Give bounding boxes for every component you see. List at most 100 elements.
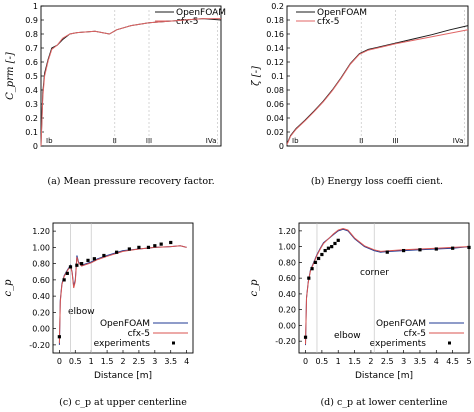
annotation-c-elbow: elbow [68, 307, 95, 317]
xtick-label-c: 1.5 [101, 357, 114, 366]
xlabel-c: Distance [m] [94, 371, 152, 381]
ytick-label-d: -0.20 [275, 337, 296, 346]
section-label-a: IVa [206, 137, 217, 145]
experiment-point-d [434, 247, 438, 251]
experiment-point-d [467, 245, 471, 250]
xlabel-d: Distance [m] [355, 371, 413, 381]
legend-a-label-cfx5: cfx-5 [176, 17, 198, 27]
experiment-point-c [137, 245, 141, 249]
ytick-label-c: 0.80 [32, 260, 50, 269]
legend-a: OpenFOAM cfx-5 [155, 8, 226, 27]
experiment-point-c [169, 240, 173, 245]
section-label-b: Ib [292, 137, 299, 145]
xtick-label-d: 2 [368, 357, 373, 366]
xtick-label-c: 2 [120, 357, 125, 366]
ytick-label-a: 0.5 [25, 72, 38, 81]
xtick-label-c: 0.5 [69, 357, 82, 366]
ytick-label-b: 0.1 [271, 72, 284, 81]
ytick-label-c: 0.20 [32, 308, 50, 317]
experiment-point-c [80, 262, 84, 266]
legend-d-label-cfx5: cfx-5 [404, 329, 426, 339]
ytick-label-d: 0.80 [278, 258, 296, 267]
ytick-label-a: 0.6 [25, 58, 38, 67]
experiment-point-c [68, 265, 73, 269]
section-label-b: IVa [453, 137, 464, 145]
xtick-label-c: 3 [152, 357, 157, 366]
ytick-label-b: 0.04 [266, 114, 284, 123]
ylabel-c: c_p [3, 279, 14, 297]
experiment-point-d [326, 246, 331, 250]
ytick-label-b: 0.12 [266, 58, 284, 67]
ytick-label-b: 0.08 [266, 86, 284, 95]
ytick-label-d: 0.00 [278, 321, 296, 330]
caption-b: (b) Energy loss coeffi cient. [311, 176, 443, 187]
legend-b-label-cfx5: cfx-5 [317, 17, 339, 27]
ytick-label-b: 0 [279, 142, 284, 151]
ytick-label-d: 0.20 [278, 306, 296, 315]
ytick-label-a: 0.1 [25, 128, 38, 137]
panel-d-frame [298, 222, 470, 354]
experiment-point-c [65, 271, 69, 275]
ytick-label-c: 1.00 [32, 243, 50, 252]
ylabel-d: c_p [249, 279, 260, 297]
ytick-label-c: -0.20 [29, 341, 50, 350]
panel-a-frame [40, 5, 222, 147]
series-line-a-openfoam [40, 18, 222, 147]
experiment-point-d [402, 248, 406, 253]
legend-c: OpenFOAM cfx-5 experiments [94, 319, 188, 349]
series-line-c-openfoam [58, 245, 187, 345]
ytick-label-b: 0.02 [266, 128, 284, 137]
legend-d: OpenFOAM cfx-5 experiments [370, 319, 464, 349]
ytick-label-b: 0.18 [266, 16, 284, 25]
series-line-b-openfoam [286, 25, 469, 145]
experiment-point-c [92, 257, 96, 261]
experiment-point-d [330, 245, 334, 249]
series-line-b-cfx-5 [286, 29, 469, 145]
ytick-label-a: 0.8 [25, 30, 38, 39]
caption-c: (c) c_p at upper centerline [59, 397, 187, 408]
ytick-label-d: 1.00 [278, 243, 296, 252]
experiment-point-c [57, 335, 61, 339]
experiment-point-c [102, 253, 106, 258]
xtick-label-c: 2.5 [133, 357, 146, 366]
experiment-point-c [146, 245, 151, 249]
ytick-label-b: 0.16 [266, 30, 284, 39]
experiment-point-c [159, 242, 163, 246]
experiment-point-c [115, 250, 119, 254]
section-label-b: III [392, 137, 398, 145]
annotation-d-corner: corner [360, 268, 389, 278]
section-label-a: II [113, 137, 117, 145]
ytick-label-a: 0.3 [25, 100, 38, 109]
legend-c-label-experiments: experiments [94, 339, 151, 349]
xtick-label-d: 3.5 [414, 357, 427, 366]
experiment-point-c [153, 244, 157, 248]
ytick-label-b: 0.06 [266, 100, 284, 109]
ytick-label-a: 0.4 [25, 86, 38, 95]
ytick-label-a: 0.7 [25, 44, 38, 53]
xtick-label-d: 0.5 [316, 357, 329, 366]
experiment-point-c [75, 263, 79, 267]
section-label-a: Ib [46, 137, 53, 145]
legend-b: OpenFOAM cfx-5 [296, 8, 367, 27]
legend-b-label-openfoam: OpenFOAM [317, 8, 367, 18]
legend-a-label-openfoam: OpenFOAM [176, 8, 226, 18]
series-line-d-cfx-5 [305, 227, 470, 345]
experiment-point-d [451, 246, 455, 250]
experiment-point-d [385, 250, 389, 254]
ytick-label-d: 1.20 [278, 227, 296, 236]
experiment-point-d [303, 335, 308, 339]
xtick-label-d: 3 [401, 357, 406, 366]
caption-a: (a) Mean pressure recovery factor. [47, 176, 214, 187]
panel-b-frame [286, 5, 469, 147]
experiment-point-d [418, 248, 422, 252]
ytick-label-a: 0 [33, 142, 38, 151]
section-label-b: II [359, 137, 363, 145]
ylabel-a: C_prm [-] [5, 52, 16, 100]
xtick-label-d: 1 [336, 357, 341, 366]
ytick-label-a: 0.9 [25, 16, 38, 25]
experiment-point-d [336, 238, 340, 242]
xtick-label-c: 1 [89, 357, 94, 366]
ytick-label-a: 1 [33, 2, 38, 11]
experiment-point-d [320, 252, 324, 257]
caption-d: (d) c_p at lower centerline [320, 397, 447, 408]
